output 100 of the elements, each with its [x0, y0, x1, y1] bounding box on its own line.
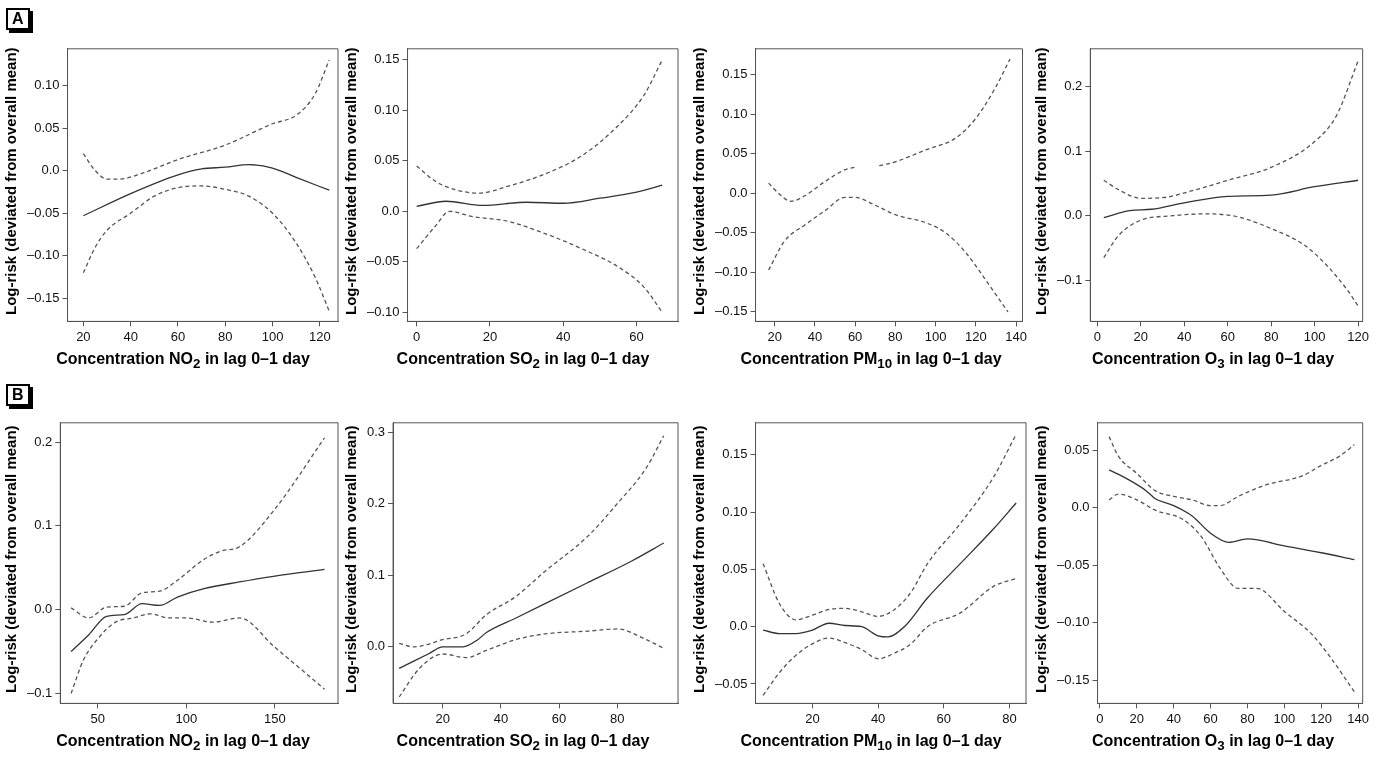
y-tick-label: 0.10	[722, 105, 748, 121]
line-series	[82, 185, 330, 312]
x-tick-label: 20	[76, 328, 91, 344]
y-tick-label: –0.1	[1056, 271, 1083, 287]
y-tick-label: 0.3	[366, 423, 386, 439]
x-tick-label: 20	[482, 328, 498, 344]
y-tick-label: 0.1	[366, 566, 386, 582]
y-tick-label: 0.0	[729, 618, 748, 634]
y-tick-label: 0.0	[34, 601, 53, 617]
line-series	[70, 613, 326, 694]
line-series	[82, 59, 330, 180]
x-tick-label: 80	[1240, 710, 1255, 726]
x-tick-label: 50	[90, 710, 105, 726]
x-tick-label: 80	[888, 328, 903, 344]
y-tick-label: 0.0	[41, 162, 60, 178]
y-tick-label: 0.0	[366, 638, 386, 654]
y-tick-label: –0.05	[1056, 556, 1090, 572]
x-tick-label: 140	[1347, 710, 1369, 726]
x-tick-label: 20	[767, 328, 782, 344]
x-tick-label: 60	[170, 328, 186, 344]
y-tick-label: 0.10	[722, 503, 748, 519]
x-tick-label: 40	[556, 328, 571, 344]
y-tick-label: –0.15	[26, 289, 60, 305]
x-tick-label: 20	[1133, 328, 1148, 344]
text: A	[6, 8, 30, 30]
line-series	[70, 568, 326, 653]
x-tick-label: 20	[805, 710, 820, 726]
x-tick-label: 100	[1303, 328, 1326, 344]
line-series	[762, 502, 1017, 638]
x-tick-label: 80	[217, 328, 233, 344]
line-series	[1103, 179, 1359, 219]
x-tick-label: 60	[936, 710, 952, 726]
x-axis-title: Concentration O$_{3}$ in lag 0–1 day	[1090, 732, 1336, 754]
y-tick-label: 0.0	[381, 202, 400, 218]
y-tick-label: 0.2	[366, 495, 386, 511]
y-axis-title: Log-risk (deviated from overall mean)	[2, 46, 20, 317]
x-tick-label: 0	[1093, 328, 1101, 344]
line-series	[1108, 469, 1356, 561]
x-tick-label: 40	[1176, 328, 1192, 344]
x-tick-label: 100	[1273, 710, 1296, 726]
y-tick-label: 0.1	[1064, 142, 1083, 158]
y-tick-label: 0.05	[1064, 441, 1090, 457]
y-tick-label: –0.05	[714, 675, 748, 691]
y-axis-title: Log-risk (deviated from overall mean)	[342, 424, 360, 695]
x-tick-label: 40	[1166, 710, 1181, 726]
y-axis-title: Log-risk (deviated from overall mean)	[342, 46, 360, 317]
y-axis-title: Log-risk (deviated from overall mean)	[1032, 46, 1050, 317]
line-series	[398, 542, 665, 669]
line-series	[1108, 435, 1356, 507]
x-tick-label: 120	[308, 328, 331, 344]
line-series	[762, 577, 1017, 697]
x-tick-label: 20	[435, 710, 451, 726]
x-tick-label: 40	[493, 710, 509, 726]
x-tick-label: 120	[1347, 328, 1369, 344]
y-axis-title: Log-risk (deviated from overall mean)	[690, 424, 708, 695]
x-tick-label: 80	[1263, 328, 1279, 344]
y-tick-label: –0.15	[714, 303, 748, 319]
x-tick-label: 40	[870, 710, 886, 726]
x-axis-title: Concentration PM$_{10}$ in lag 0–1 day	[739, 350, 1003, 372]
y-tick-label: 0.05	[34, 119, 60, 135]
x-tick-label: 100	[924, 328, 947, 344]
line-series	[1103, 213, 1359, 307]
x-tick-label: 100	[175, 710, 198, 726]
x-tick-label: 120	[964, 328, 987, 344]
y-tick-label: 0.05	[722, 145, 748, 161]
y-tick-label: 0.0	[729, 184, 748, 200]
line-series	[1103, 60, 1359, 199]
line-series	[398, 435, 665, 648]
text: B	[6, 384, 30, 406]
x-axis-title: Concentration SO$_{2}$ in lag 0–1 day	[395, 732, 651, 754]
y-tick-label: –0.10	[1056, 614, 1090, 630]
y-tick-label: 0.10	[34, 77, 60, 93]
x-tick-label: 20	[1129, 710, 1145, 726]
x-tick-label: 140	[1005, 328, 1027, 344]
y-tick-label: 0.2	[1064, 78, 1083, 94]
y-tick-label: –0.05	[366, 253, 400, 269]
x-tick-label: 60	[847, 328, 863, 344]
y-tick-label: 0.05	[722, 560, 748, 576]
x-tick-label: 60	[551, 710, 567, 726]
y-tick-label: 0.0	[1071, 499, 1090, 515]
y-axis-title: Log-risk (deviated from overall mean)	[2, 424, 20, 695]
x-tick-label: 0	[1096, 710, 1104, 726]
y-tick-label: 0.15	[722, 446, 748, 462]
x-tick-label: 60	[629, 328, 644, 344]
x-tick-label: 40	[807, 328, 823, 344]
x-axis-title: Concentration NO$_{2}$ in lag 0–1 day	[55, 350, 311, 372]
line-series	[416, 59, 663, 194]
x-axis-title: Concentration SO$_{2}$ in lag 0–1 day	[395, 350, 651, 372]
x-tick-label: 60	[1220, 328, 1235, 344]
line-series	[82, 164, 330, 217]
y-axis-title: Log-risk (deviated from overall mean)	[690, 46, 708, 317]
line-series	[767, 196, 1009, 313]
line-series	[70, 437, 326, 619]
x-tick-label: 0	[413, 328, 421, 344]
y-tick-label: –0.10	[366, 303, 400, 319]
x-tick-label: 60	[1203, 710, 1218, 726]
x-tick-label: 120	[1310, 710, 1333, 726]
y-tick-label: 0.0	[1064, 207, 1083, 223]
y-tick-label: –0.05	[26, 204, 60, 220]
y-tick-label: 0.2	[34, 433, 53, 449]
